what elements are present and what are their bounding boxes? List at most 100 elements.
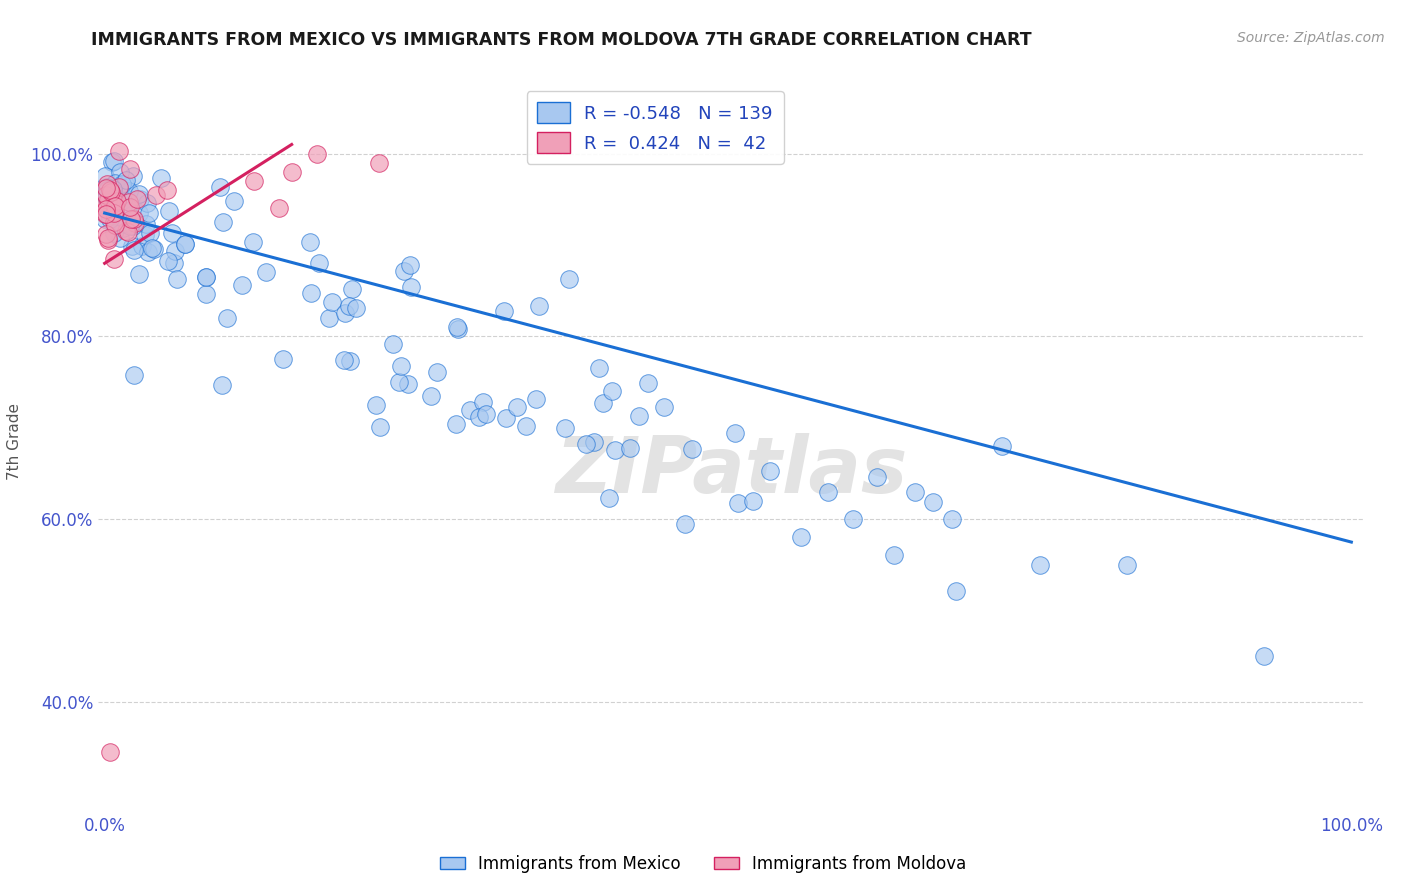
Point (108, 230, 131, 244)
Point (209, 180, 232, 194)
Point (108, 144, 131, 158)
Point (603, 442, 626, 457)
Y-axis label: 7th Grade: 7th Grade (7, 403, 22, 480)
Point (104, 202, 127, 216)
Point (104, 218, 127, 232)
Point (163, 244, 186, 258)
Point (724, 426, 747, 441)
Point (592, 396, 614, 410)
Point (103, 182, 125, 196)
Point (98, 183, 121, 197)
Point (1253, 649, 1275, 664)
Point (472, 394, 495, 409)
Point (101, 194, 124, 209)
Point (333, 353, 356, 368)
Point (104, 210, 127, 224)
Point (388, 376, 411, 390)
Point (619, 441, 641, 455)
Point (527, 299, 550, 313)
Point (344, 301, 367, 315)
Point (94, 169, 117, 184)
Point (318, 311, 340, 326)
Point (333, 306, 356, 320)
Point (135, 217, 157, 231)
Point (215, 310, 238, 325)
Point (495, 410, 517, 425)
Point (100, 186, 122, 200)
Point (558, 271, 581, 285)
Point (96, 181, 118, 195)
Point (817, 484, 839, 499)
Point (308, 256, 330, 270)
Point (104, 176, 127, 190)
Point (389, 359, 412, 374)
Point (945, 584, 967, 599)
Point (103, 153, 125, 168)
Point (108, 164, 131, 178)
Point (136, 244, 159, 259)
Point (583, 434, 606, 449)
Point (124, 216, 146, 230)
Point (305, 146, 328, 161)
Point (96, 177, 118, 191)
Point (156, 183, 179, 197)
Point (114, 177, 136, 191)
Point (157, 204, 180, 219)
Point (117, 225, 139, 239)
Point (652, 400, 675, 414)
Point (97, 182, 120, 196)
Point (141, 241, 163, 255)
Point (97, 234, 120, 248)
Point (1116, 558, 1139, 572)
Point (118, 184, 141, 198)
Point (904, 484, 927, 499)
Point (419, 389, 441, 403)
Point (122, 169, 145, 183)
Point (108, 179, 131, 194)
Point (101, 186, 124, 200)
Point (392, 263, 415, 277)
Point (554, 420, 576, 434)
Point (103, 252, 125, 267)
Point (366, 398, 388, 412)
Point (97, 183, 120, 197)
Point (150, 170, 173, 185)
Point (104, 199, 127, 213)
Point (163, 256, 186, 270)
Point (194, 286, 217, 301)
Point (143, 243, 166, 257)
Point (212, 215, 235, 229)
Point (600, 384, 623, 399)
Point (122, 211, 145, 226)
Point (681, 442, 703, 457)
Point (256, 265, 278, 279)
Point (321, 294, 343, 309)
Text: ZIPatlas: ZIPatlas (555, 434, 907, 509)
Point (242, 235, 264, 249)
Point (398, 377, 420, 392)
Point (759, 464, 782, 478)
Point (673, 516, 696, 531)
Point (524, 392, 547, 406)
Point (381, 336, 404, 351)
Point (588, 360, 610, 375)
Point (627, 409, 650, 423)
Point (515, 418, 537, 433)
Point (101, 191, 124, 205)
Point (110, 178, 132, 192)
Point (111, 221, 134, 235)
Point (742, 494, 765, 508)
Point (118, 201, 141, 215)
Point (368, 419, 391, 434)
Point (1028, 558, 1050, 572)
Point (398, 258, 420, 272)
Point (174, 237, 197, 252)
Point (101, 181, 124, 195)
Point (195, 270, 218, 285)
Point (122, 244, 145, 258)
Point (446, 319, 468, 334)
Point (129, 192, 152, 206)
Point (105, 194, 128, 209)
Point (222, 194, 245, 208)
Point (575, 437, 598, 451)
